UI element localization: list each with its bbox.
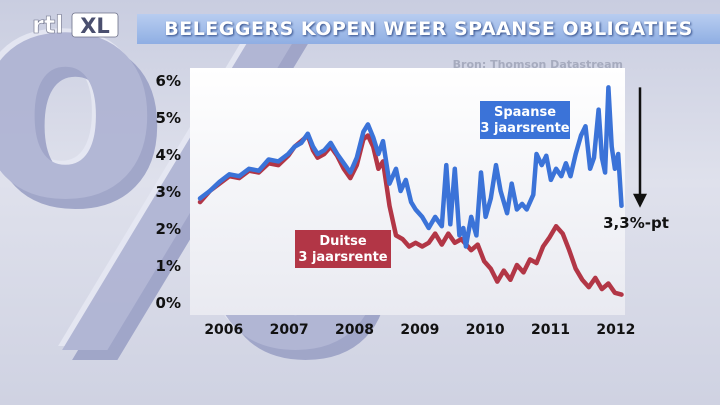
x-tick-label: 2008 (335, 322, 374, 338)
series-line (197, 85, 624, 249)
y-tick-label: 0% (156, 294, 181, 312)
y-tick-label: 2% (156, 220, 181, 238)
series-label-text: Spaanse (494, 105, 556, 120)
x-tick-label: 2009 (400, 322, 439, 338)
series-label-text: 3 jaarsrente (298, 250, 387, 265)
series-group (197, 85, 624, 297)
page-title: BELEGGERS KOPEN WEER SPAANSE OBLIGATIES (164, 18, 693, 40)
y-tick-label: 1% (156, 257, 181, 275)
logo-rtl-text: rtl (32, 11, 64, 39)
x-tick-label: 2012 (596, 322, 635, 338)
y-tick-label: 6% (156, 72, 181, 90)
x-tick-label: 2011 (531, 322, 570, 338)
x-tick-label: 2006 (204, 322, 243, 338)
x-tick-label: 2007 (270, 322, 309, 338)
title-band: BELEGGERS KOPEN WEER SPAANSE OBLIGATIES (137, 14, 720, 44)
annotation-text: 3,3%-pt (603, 214, 669, 232)
series-label-text: 3 jaarsrente (480, 121, 569, 136)
logo-xl-text: XL (80, 14, 110, 38)
rtl-xl-logo: rtl XL (32, 11, 119, 39)
x-tick-label: 2010 (466, 322, 505, 338)
logo-xl-badge (71, 12, 119, 38)
y-axis-ticks: 0% 1% 2% 3% 4% 5% 6% (156, 72, 181, 312)
y-tick-label: 4% (156, 146, 181, 164)
series-label-text: Duitse (319, 234, 366, 249)
x-axis-ticks: 2006 2007 2008 2009 2010 2011 2012 (204, 322, 635, 338)
series-label-box (480, 101, 570, 139)
series-label-box (295, 230, 391, 268)
y-tick-label: 3% (156, 183, 181, 201)
annotation-group: 3,3%-pt (603, 87, 669, 232)
y-tick-label: 5% (156, 109, 181, 127)
source-label: Bron: Thomson Datastream (452, 58, 623, 71)
annotation-arrow-head (633, 193, 647, 208)
